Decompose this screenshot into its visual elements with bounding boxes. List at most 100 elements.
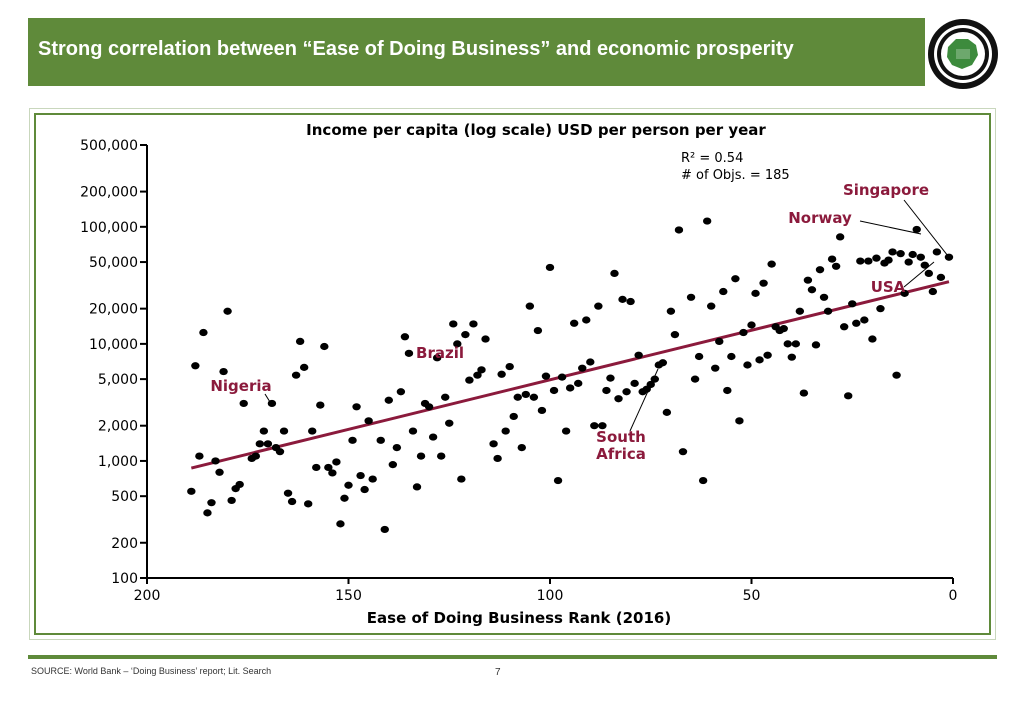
annotation-norway: Norway [788,209,852,227]
data-point [545,263,555,272]
data-point [900,289,909,297]
x-axis-label: Ease of Doing Business Rank (2016) [367,609,671,627]
data-point [501,427,510,435]
data-point [565,384,575,392]
data-point [235,480,244,489]
annotation-singapore: Singapore [843,181,929,199]
data-point [461,331,470,339]
trend-line [190,280,950,470]
data-point [602,386,611,395]
y-tick-label: 5,000 [98,372,138,388]
data-point [662,408,672,416]
data-point [316,401,325,409]
data-point [541,372,551,380]
x-tick-label: 100 [537,588,564,604]
data-point [622,388,631,396]
y-tick-label: 100,000 [80,220,138,236]
data-point [368,475,377,483]
data-point [827,255,837,263]
x-tick-label: 50 [743,588,761,604]
data-point [590,422,599,430]
data-point [819,293,829,301]
data-point [844,392,853,400]
data-point [537,406,547,415]
data-point [400,333,410,341]
data-point [251,452,261,460]
data-point [852,319,861,327]
data-point [392,444,402,452]
data-point [791,340,801,348]
data-point [388,461,398,469]
data-point [569,319,579,327]
y-tick-label: 100 [111,571,138,587]
y-tick-label: 10,000 [89,337,138,353]
data-point [755,356,764,364]
data-point [207,499,216,507]
data-point [328,469,337,477]
data-point [795,307,805,315]
data-point [751,289,760,297]
data-point [626,297,635,306]
data-point [195,452,204,460]
page-number: 7 [495,667,501,678]
data-point [823,307,833,315]
data-point [860,316,869,324]
object-count-label: # of Objs. = 185 [681,168,790,183]
data-point [295,337,305,346]
data-point [727,352,736,361]
data-point [299,363,309,371]
y-tick-label: 500 [111,489,138,505]
annotation-usa: USA [871,278,906,296]
data-point [739,328,748,337]
data-point [594,302,603,310]
data-point [473,371,482,379]
data-point [896,250,905,258]
data-point [807,286,817,294]
data-point [731,275,740,283]
data-point [694,352,704,361]
footer-divider [28,655,997,659]
data-point [457,475,466,483]
data-point [308,427,317,435]
commission-logo [926,17,1000,91]
data-point [715,337,724,346]
data-point [424,403,434,411]
data-point [481,335,490,343]
data-point [428,433,438,441]
data-point [191,362,200,370]
data-point [469,320,478,328]
y-tick-label: 50,000 [89,255,138,271]
data-point [690,375,700,383]
data-point [396,388,406,396]
data-point [678,448,688,456]
data-point [477,366,486,374]
data-point [888,248,897,256]
data-point [831,262,841,270]
data-point [493,454,502,463]
data-point [586,358,595,366]
data-point [340,494,349,502]
data-point [924,269,934,278]
data-point [848,300,857,308]
data-point [255,440,265,448]
data-point [344,481,353,489]
data-point [747,321,756,329]
page-title: Strong correlation between “Ease of Doin… [38,38,794,60]
data-point [380,525,389,534]
data-point [348,436,357,444]
data-point [404,349,414,357]
data-point [908,250,917,259]
data-point [497,370,506,378]
data-point [441,393,450,401]
data-point [283,489,293,497]
scatter-chart: Income per capita (log scale) USD per pe… [80,121,957,627]
data-point [614,395,623,403]
x-tick-label: 200 [134,588,161,604]
data-point [553,476,563,485]
data-point [376,436,385,444]
data-point [489,440,498,448]
data-point [533,326,543,335]
data-point [227,496,236,505]
data-point [360,485,369,494]
data-point [928,287,938,296]
